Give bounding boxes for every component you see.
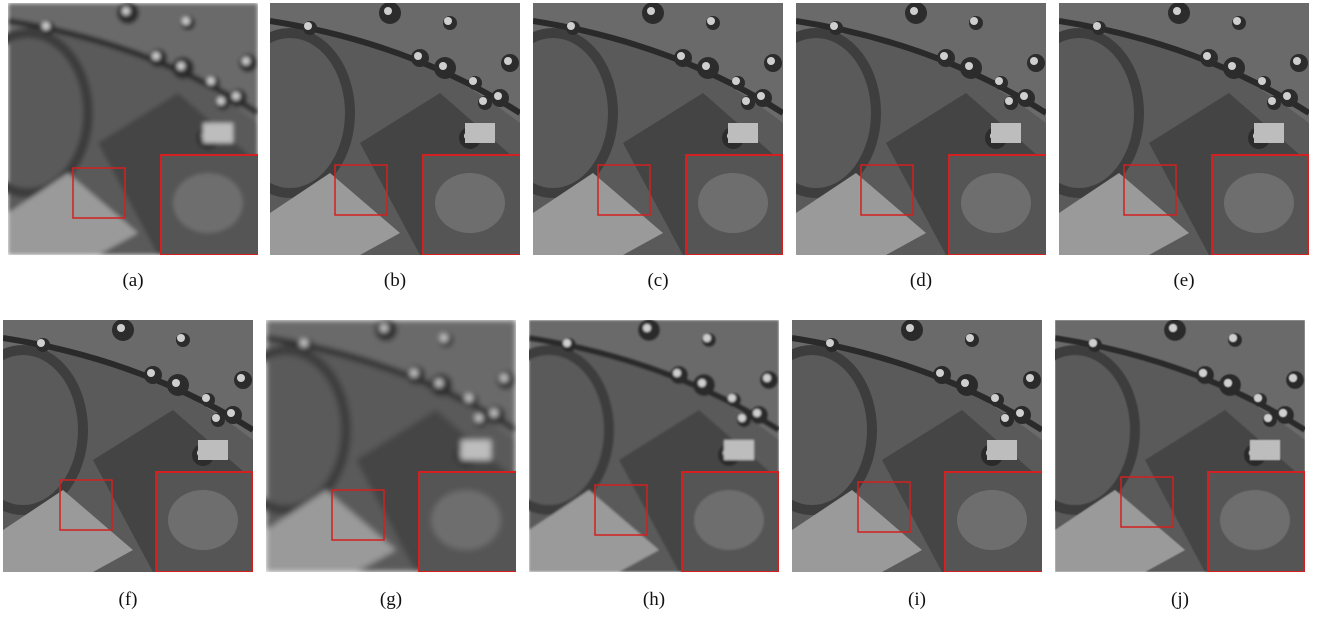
panel-caption: (a) [8, 270, 258, 292]
result-image [792, 320, 1042, 572]
panel-caption: (d) [796, 270, 1046, 292]
result-image [270, 3, 520, 255]
result-image [3, 320, 253, 572]
result-image [1055, 320, 1305, 572]
result-image [533, 3, 783, 255]
result-image [796, 3, 1046, 255]
result-image [8, 3, 258, 255]
panel-caption: (b) [270, 270, 520, 292]
panel-caption: (j) [1055, 589, 1305, 611]
figure: (a) (b) (c) (d) (e) (f) (g) (h) (i) (j) [0, 0, 1323, 617]
panel-caption: (h) [529, 589, 779, 611]
result-image [529, 320, 779, 572]
result-image [266, 320, 516, 572]
panel-caption: (e) [1059, 270, 1309, 292]
panel-caption: (g) [266, 589, 516, 611]
panel-caption: (f) [3, 589, 253, 611]
result-image [1059, 3, 1309, 255]
panel-caption: (i) [792, 589, 1042, 611]
panel-caption: (c) [533, 270, 783, 292]
